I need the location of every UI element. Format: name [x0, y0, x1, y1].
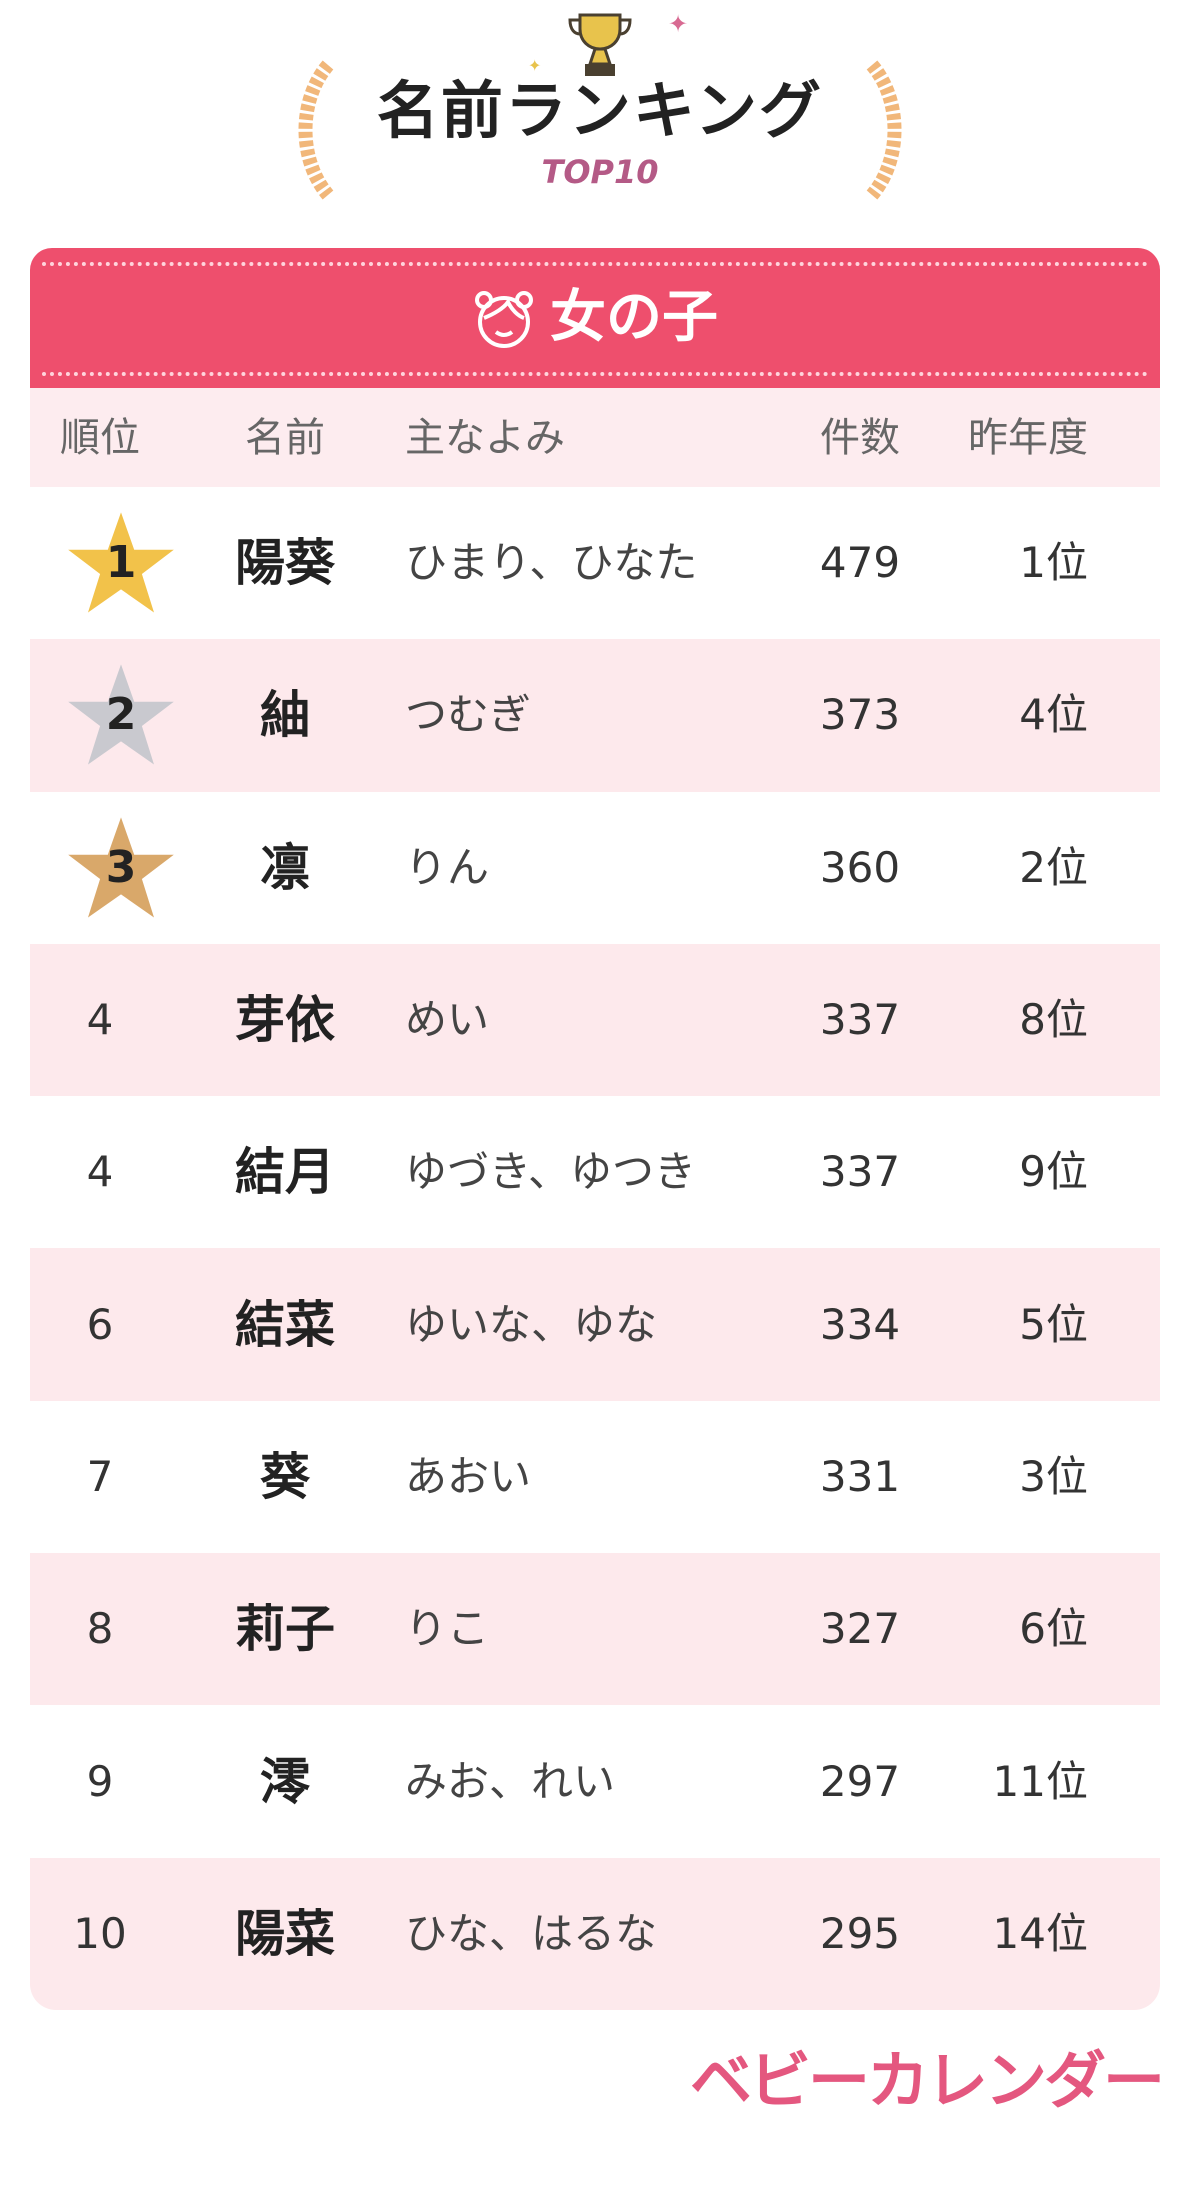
count-cell: 337: [819, 1147, 901, 1197]
name-cell: 陽葵: [235, 534, 335, 593]
sparkle-icon: ✦: [528, 56, 542, 75]
table-row: 6 結菜 ゆいな、ゆな 334 5位: [30, 1248, 1160, 1401]
page-subtitle: TOP10: [541, 153, 659, 191]
last-year-rank-cell: 9位: [1019, 1147, 1088, 1197]
last-year-rank-cell: 2位: [1019, 842, 1088, 892]
rank-number: 7: [86, 1451, 114, 1501]
name-cell: 芽依: [235, 991, 335, 1050]
table-body: 1 陽葵 ひまり、ひなた 479 1位 2 紬つむぎ 373 4位 3 凛りん 360 2位 4 芽依 めい 3…: [30, 487, 1160, 2010]
name-cell: 葵: [260, 1447, 310, 1506]
page-title: 名前ランキング: [376, 74, 824, 147]
trophy-icon: [568, 13, 632, 76]
girl-face-icon: [475, 291, 533, 348]
table-row: 4 芽依 めい 337 8位: [30, 943, 1160, 1097]
last-year-rank-cell: 4位: [1019, 690, 1088, 740]
silver-star-icon: [68, 664, 174, 765]
rank-number: 3: [105, 841, 137, 893]
name-cell: 結菜: [235, 1295, 335, 1354]
table-row: 2 紬 つむぎ 373 4位: [30, 639, 1160, 792]
reading-cell: りこ: [405, 1604, 490, 1654]
last-year-rank-cell: 5位: [1019, 1299, 1088, 1349]
last-year-rank-cell: 1位: [1019, 538, 1088, 588]
baby-calendar-logo: ベビーカレンダー: [690, 2044, 1165, 2117]
last-year-rank-cell: 8位: [1019, 995, 1088, 1045]
rank-number: 10: [73, 1908, 127, 1958]
column-header-reading: 主なよみ: [405, 414, 565, 461]
name-cell: 凛: [260, 838, 310, 897]
reading-cell: りん: [405, 842, 490, 892]
rank-number: 6: [86, 1299, 114, 1349]
count-cell: 479: [819, 538, 901, 588]
table-row: 9 澪 みお、れい 297 11位: [30, 1705, 1160, 1857]
column-header-count: 件数: [820, 414, 900, 461]
category-label: 女の子: [550, 285, 718, 350]
table-row: 3 凛 りん 360 2位: [30, 792, 1160, 944]
rank-number: 4: [86, 1147, 114, 1197]
category-header: 女の子: [30, 248, 1160, 388]
rank-number: 2: [105, 689, 137, 741]
name-cell: 陽菜: [235, 1904, 335, 1963]
reading-cell: ゆづき、ゆつき: [405, 1147, 697, 1197]
name-cell: 紬: [260, 686, 310, 745]
count-cell: 334: [819, 1299, 901, 1349]
gold-star-icon: [68, 512, 174, 613]
rank-number: 4: [86, 995, 114, 1045]
reading-cell: めい: [405, 995, 490, 1045]
sparkle-icon: ✦: [668, 10, 689, 38]
reading-cell: ひまり、ひなた: [405, 538, 698, 588]
last-year-rank-cell: 6位: [1019, 1604, 1088, 1654]
name-cell: 莉子: [235, 1600, 335, 1659]
reading-cell: ゆいな、ゆな: [405, 1299, 658, 1349]
count-cell: 295: [819, 1908, 901, 1958]
ranking-table: 順位 名前 主なよみ 件数 昨年度 1 陽葵 ひまり、ひなた 479 1位 2 紬つむぎ 37…: [30, 388, 1160, 2010]
count-cell: 337: [819, 995, 901, 1045]
rank-number: 9: [86, 1756, 114, 1806]
count-cell: 297: [819, 1756, 901, 1806]
table-header-row: 順位 名前 主なよみ 件数 昨年度: [30, 388, 1160, 487]
count-cell: 327: [819, 1604, 901, 1654]
rank-number: 1: [105, 537, 137, 589]
table-row: 7 葵 あおい 331 3位: [30, 1401, 1160, 1553]
reading-cell: みお、れい: [405, 1756, 616, 1806]
rank-number: 8: [86, 1604, 114, 1654]
count-cell: 331: [819, 1451, 901, 1501]
name-cell: 澪: [260, 1752, 310, 1811]
reading-cell: つむぎ: [405, 690, 532, 740]
last-year-rank-cell: 14位: [992, 1908, 1088, 1958]
table-row: 8 莉子 りこ 327 6位: [30, 1553, 1160, 1706]
column-header-last-year: 昨年度: [968, 414, 1088, 461]
title-area: ✦ ✦ 名前ランキング TOP10: [0, 0, 1200, 240]
last-year-rank-cell: 3位: [1019, 1451, 1088, 1501]
count-cell: 360: [819, 842, 901, 892]
table-row: 4 結月 ゆづき、ゆつき 337 9位: [30, 1096, 1160, 1248]
table-row: 1 陽葵 ひまり、ひなた 479 1位: [30, 487, 1160, 639]
reading-cell: ひな、はるな: [405, 1908, 658, 1958]
column-header-name: 名前: [245, 414, 325, 461]
last-year-rank-cell: 11位: [992, 1756, 1088, 1806]
bronze-star-icon: [68, 817, 174, 918]
table-row: 10 陽菜 ひな、はるな 295 14位: [30, 1857, 1160, 2010]
count-cell: 373: [819, 690, 901, 740]
column-header-rank: 順位: [60, 414, 140, 461]
name-cell: 結月: [235, 1143, 335, 1202]
reading-cell: あおい: [405, 1451, 532, 1501]
